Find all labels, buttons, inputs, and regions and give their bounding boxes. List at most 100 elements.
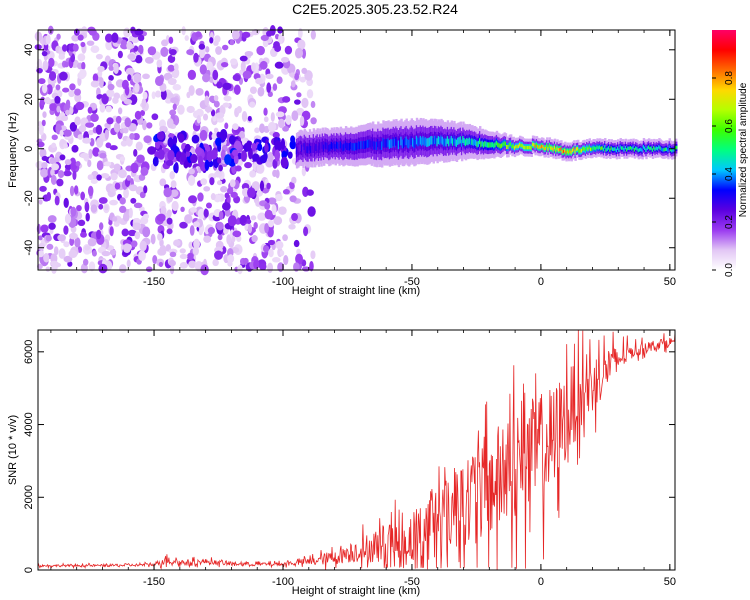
- spectrogram-cell: [215, 46, 223, 55]
- spectrogram-cell: [310, 250, 316, 260]
- spectrogram-cell: [575, 147, 579, 151]
- spectrogram-cell: [399, 138, 402, 147]
- spectrogram-cell: [59, 129, 64, 137]
- spectrogram-cell: [228, 135, 236, 145]
- spectrogram-cell: [191, 134, 200, 144]
- spectrogram-cell: [166, 217, 173, 225]
- spectrogram-cell: [69, 106, 74, 115]
- spectrogram-cell: [39, 185, 47, 192]
- spectrogram-cell: [671, 148, 674, 153]
- spectrogram-panel: -150 -100 -50 0 50 -40 -20 0 20 40 Height of str…: [7, 25, 678, 297]
- spectrogram-cell: [466, 138, 469, 145]
- spectrogram-cell: [98, 203, 104, 210]
- spectrogram-cell: [168, 48, 177, 56]
- spectrogram-cell: [518, 142, 522, 147]
- spectrogram-cell: [347, 143, 350, 151]
- spectrogram-cell: [70, 206, 77, 217]
- spectrogram-cell: [219, 128, 228, 141]
- spectrogram-cell: [324, 141, 327, 149]
- spectrogram-cell: [350, 141, 353, 150]
- spectrogram-cell: [322, 144, 326, 152]
- spectrogram-cell: [299, 144, 303, 152]
- spectrogram-cell: [388, 140, 392, 149]
- spectrogram-cell: [57, 170, 65, 178]
- spectrogram-cell: [114, 182, 121, 190]
- spectrogram-cell: [249, 86, 257, 94]
- spectrogram-cell: [445, 138, 448, 147]
- spectrogram-cell: [109, 145, 118, 151]
- spectrogram-cell: [231, 149, 239, 157]
- spectrogram-cell: [117, 107, 123, 115]
- spectrogram-cell: [309, 260, 314, 272]
- spectrogram-cell: [159, 125, 167, 132]
- spectrogram-cell: [280, 156, 289, 169]
- spectrogram-cell: [400, 136, 403, 146]
- spectrogram-cell: [604, 145, 607, 149]
- spectrogram-cell: [593, 146, 597, 150]
- spectrogram-cell: [620, 146, 624, 150]
- spectrogram-cell: [310, 145, 313, 153]
- spectrogram-cell: [301, 110, 311, 121]
- spectrogram-cell: [108, 191, 115, 198]
- spectrogram-cell: [99, 104, 106, 113]
- spectrogram-cell: [85, 212, 90, 222]
- spectrogram-cell: [224, 208, 231, 217]
- spectrogram-cell: [328, 144, 331, 152]
- spectrogram-cell: [272, 83, 278, 91]
- spectrogram-cell: [567, 150, 571, 155]
- spectrogram-cell: [179, 248, 186, 254]
- spectrogram-cell: [413, 139, 416, 149]
- spectrogram-cell: [90, 113, 99, 123]
- spectrogram-cell: [242, 70, 252, 79]
- spectrogram-cell: [440, 135, 443, 144]
- spectrogram-cell: [179, 261, 188, 269]
- spectrogram-cell: [437, 136, 441, 145]
- spectrogram-cell: [106, 117, 114, 125]
- spectrogram-cell: [326, 142, 330, 150]
- spectrogram-cell: [44, 97, 52, 104]
- spectrogram-cell: [377, 138, 380, 148]
- spectrogram-cell: [168, 36, 174, 44]
- spectrogram-cell: [342, 144, 345, 152]
- spectrogram-cell: [506, 144, 509, 150]
- spectrogram-cell: [63, 255, 73, 263]
- spectrogram-cell: [333, 141, 336, 149]
- spectrogram-cell: [547, 147, 550, 151]
- spectrogram-cell: [129, 133, 135, 140]
- spectrogram-cell: [100, 173, 110, 179]
- spectrogram-cell: [543, 146, 546, 151]
- spectrogram-cell: [266, 182, 271, 190]
- spectrogram-cell: [217, 157, 222, 164]
- spectrogram-cell: [126, 175, 132, 181]
- spectrogram-cell: [303, 143, 307, 151]
- spectrogram-cell: [644, 146, 647, 151]
- spectrogram-cell: [598, 145, 602, 149]
- spectrogram-cell: [257, 143, 263, 152]
- spectrogram-cell: [111, 32, 119, 43]
- spectrogram-cell: [229, 179, 236, 188]
- spectrogram-cell: [64, 163, 73, 170]
- spectrogram-cell: [88, 28, 97, 36]
- spectrogram-cell: [495, 140, 499, 146]
- spectrogram-cell: [152, 156, 159, 167]
- spectrogram-cell: [369, 139, 372, 148]
- spectrogram-cell: [290, 135, 296, 144]
- spectrogram-cell: [103, 161, 112, 167]
- spectrogram-cell: [223, 95, 232, 102]
- spectrogram-cell: [233, 154, 239, 165]
- spectrogram-cell: [417, 137, 420, 147]
- spectrogram-cell: [48, 71, 57, 81]
- spectrogram-cell: [199, 129, 208, 141]
- spectrogram-cell: [499, 144, 503, 149]
- spectrogram-cell: [140, 166, 149, 176]
- snr-xlabel: Height of straight line (km): [292, 585, 420, 597]
- spectrogram-cell: [108, 220, 113, 226]
- spectrogram-cell: [420, 137, 424, 147]
- spectrogram-cell: [448, 138, 451, 147]
- spectrogram-cell: [101, 93, 109, 105]
- spectrogram-cell: [188, 260, 197, 269]
- spectrogram-cell: [244, 162, 252, 169]
- spectrogram-cell: [137, 44, 144, 55]
- spectrogram-cell: [411, 137, 415, 147]
- spectrogram-cell: [41, 119, 46, 127]
